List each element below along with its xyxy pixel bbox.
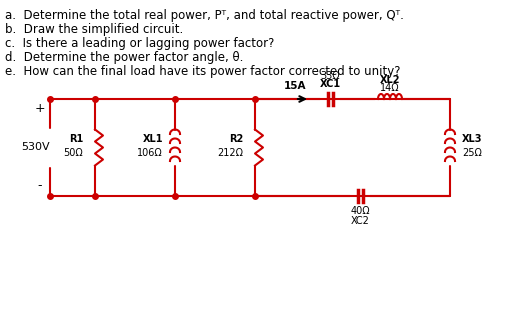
Text: XC2: XC2 [351,216,369,226]
Text: b.  Draw the simplified circuit.: b. Draw the simplified circuit. [5,23,183,36]
Text: 50Ω: 50Ω [63,148,83,158]
Text: 212Ω: 212Ω [217,148,243,158]
Text: e.  How can the final load have its power factor corrected to unity?: e. How can the final load have its power… [5,65,400,78]
Text: XL1: XL1 [143,134,163,144]
Text: 14Ω: 14Ω [380,83,400,93]
Text: XL3: XL3 [462,134,483,144]
Text: +: + [35,102,45,116]
Text: 25Ω: 25Ω [462,148,482,158]
Text: R1: R1 [69,134,83,144]
Text: 33Ω: 33Ω [320,71,340,81]
Text: 106Ω: 106Ω [137,148,163,158]
Text: a.  Determine the total real power, Pᵀ, and total reactive power, Qᵀ.: a. Determine the total real power, Pᵀ, a… [5,9,404,22]
Text: c.  Is there a leading or lagging power factor?: c. Is there a leading or lagging power f… [5,37,275,50]
Text: -: - [38,180,42,192]
Text: 40Ω: 40Ω [350,206,370,216]
Text: d.  Determine the power factor angle, θ.: d. Determine the power factor angle, θ. [5,51,243,64]
Text: XC1: XC1 [320,79,341,89]
Text: 15A: 15A [284,81,306,91]
Text: 530V: 530V [21,143,50,153]
Text: R2: R2 [229,134,243,144]
Text: XL2: XL2 [380,75,400,85]
